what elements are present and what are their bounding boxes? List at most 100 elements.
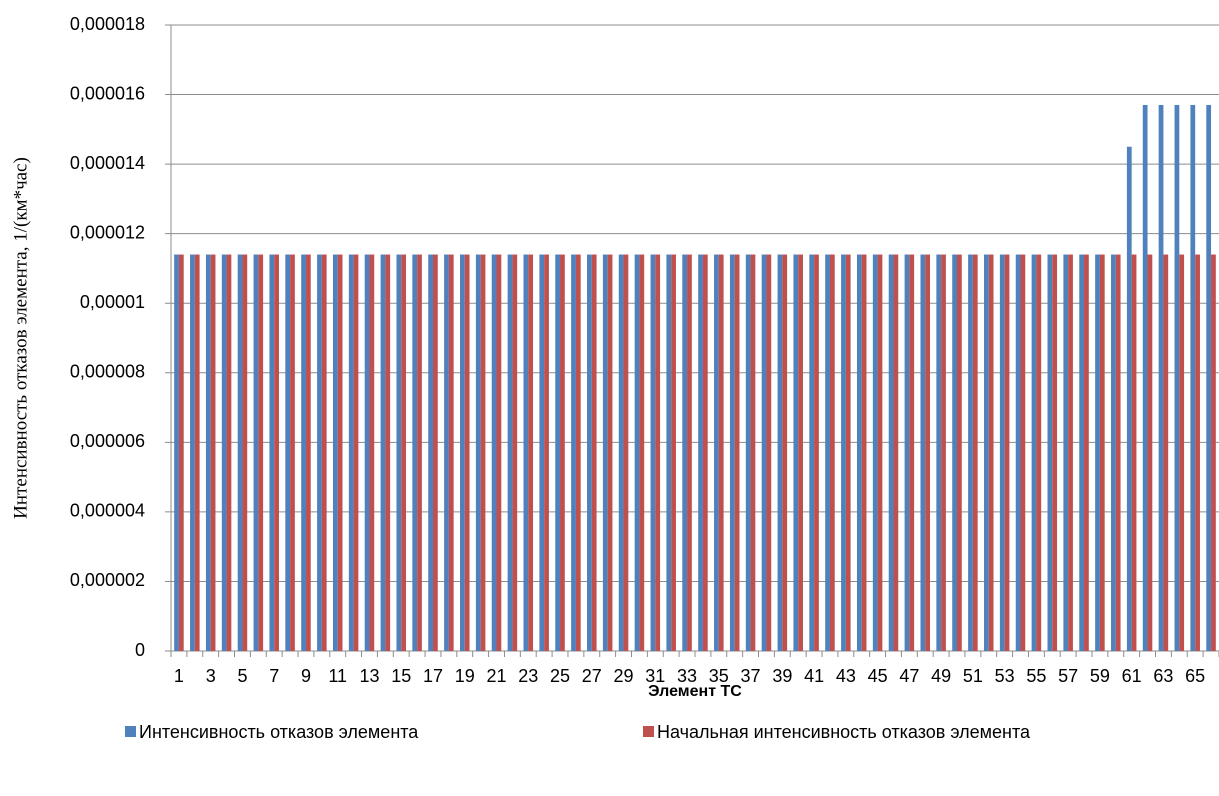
bar — [1031, 254, 1037, 652]
bar — [285, 254, 291, 652]
bar — [190, 254, 195, 652]
y-tick-label: 0 — [135, 640, 145, 660]
y-tick-label: 0,000016 — [70, 83, 145, 103]
bar — [444, 254, 449, 652]
bar — [364, 254, 370, 652]
x-tick-label: 23 — [518, 666, 538, 686]
bar — [1020, 254, 1026, 652]
bar — [1195, 254, 1200, 652]
bar — [348, 254, 354, 652]
bar — [417, 254, 422, 652]
bar — [369, 254, 375, 652]
bar — [1111, 254, 1116, 652]
x-tick-label: 33 — [677, 666, 697, 686]
bar — [909, 254, 915, 652]
bar — [523, 254, 529, 652]
bar — [194, 254, 200, 652]
y-axis-label: Интенсивность отказов элемента, 1/(км*ча… — [10, 157, 31, 519]
bar — [380, 254, 386, 652]
bar — [687, 254, 692, 652]
bar — [317, 254, 322, 652]
bar — [877, 254, 883, 652]
x-tick-label: 9 — [301, 666, 311, 686]
x-tick-label: 57 — [1058, 666, 1078, 686]
x-tick-label: 25 — [550, 666, 570, 686]
bar — [1079, 254, 1085, 652]
bar — [1211, 254, 1216, 652]
bar — [1174, 104, 1180, 651]
bar — [226, 254, 232, 652]
x-tick-label: 63 — [1153, 666, 1173, 686]
bar — [332, 254, 338, 652]
legend-label: Начальная интенсивность отказов элемента — [657, 722, 1031, 742]
x-tick-label: 37 — [741, 666, 761, 686]
bar — [237, 254, 243, 652]
bar — [718, 254, 724, 652]
legend-label: Интенсивность отказов элемента — [139, 722, 419, 742]
x-tick-label: 11 — [328, 666, 347, 686]
bar — [1047, 254, 1053, 652]
bar — [1063, 254, 1069, 652]
bar — [1115, 254, 1121, 652]
bar — [714, 254, 719, 652]
y-tick-label: 0,000012 — [70, 222, 145, 242]
bar — [560, 254, 565, 652]
bar — [702, 254, 708, 652]
x-tick-label: 45 — [868, 666, 888, 686]
bar — [904, 254, 910, 652]
bar — [1206, 104, 1212, 651]
x-tick-label: 21 — [486, 666, 506, 686]
bar — [491, 254, 497, 652]
bar — [210, 254, 216, 652]
legend-swatch — [125, 726, 136, 737]
bar — [920, 254, 926, 652]
legend-swatch — [643, 726, 654, 737]
x-tick-label: 17 — [423, 666, 443, 686]
bar — [274, 254, 279, 652]
x-tick-label: 35 — [709, 666, 729, 686]
y-tick-label: 0,000006 — [70, 431, 145, 451]
bar — [1131, 254, 1137, 652]
bar — [798, 254, 803, 652]
bar — [253, 254, 259, 652]
bar — [178, 254, 184, 652]
bar — [1126, 146, 1132, 651]
x-tick-label: 53 — [995, 666, 1015, 686]
bar — [321, 254, 327, 652]
x-tick-label: 15 — [391, 666, 411, 686]
x-tick-label: 19 — [455, 666, 475, 686]
bar — [957, 254, 962, 652]
bar — [464, 254, 470, 652]
bar — [777, 254, 783, 652]
bar — [999, 254, 1005, 652]
bar — [602, 254, 608, 652]
bar — [496, 254, 502, 652]
bar — [925, 254, 931, 652]
bar — [671, 254, 676, 652]
y-tick-label: 0,000018 — [70, 14, 145, 34]
bar — [269, 254, 275, 652]
bar — [861, 254, 867, 652]
x-tick-label: 65 — [1185, 666, 1205, 686]
bar — [623, 254, 629, 652]
x-tick-label: 7 — [269, 666, 279, 686]
bar — [305, 254, 311, 652]
y-tick-label: 0,000004 — [70, 501, 145, 521]
x-tick-label: 39 — [772, 666, 792, 686]
bar — [337, 254, 343, 652]
bar — [1147, 254, 1153, 652]
bar — [793, 254, 799, 652]
y-tick-label: 0,000014 — [70, 153, 145, 173]
bar — [1052, 254, 1058, 652]
bar — [448, 254, 454, 652]
x-axis-label: Элемент ТС — [648, 683, 742, 700]
bar — [734, 254, 740, 652]
bar — [634, 254, 640, 652]
bar — [750, 254, 756, 652]
bar — [1068, 254, 1073, 652]
bar — [591, 254, 597, 652]
bar — [571, 254, 576, 652]
bar — [814, 254, 819, 652]
bar — [459, 254, 465, 652]
